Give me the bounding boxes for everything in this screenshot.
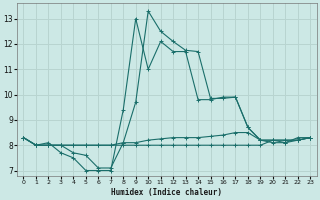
X-axis label: Humidex (Indice chaleur): Humidex (Indice chaleur) (111, 188, 222, 197)
